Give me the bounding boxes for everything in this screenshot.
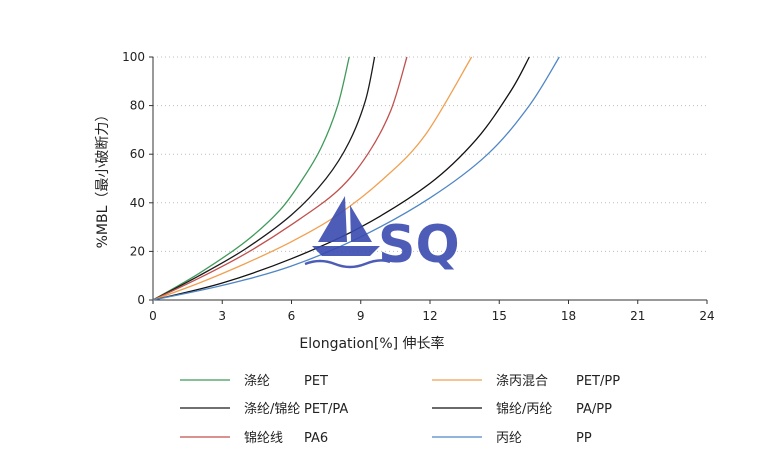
series-line-pet bbox=[152, 56, 350, 301]
y-tick-label: 0 bbox=[137, 293, 145, 307]
wave-icon bbox=[304, 259, 391, 269]
watermark-text: SQ bbox=[378, 215, 460, 275]
series-line-pa-pp bbox=[152, 56, 530, 301]
legend-code: PET bbox=[304, 374, 328, 389]
legend-label: 丙纶 bbox=[496, 431, 522, 446]
series-line-pp bbox=[152, 56, 560, 301]
x-tick-label: 9 bbox=[357, 309, 365, 323]
x-tick-label: 12 bbox=[422, 309, 437, 323]
x-tick-label: 24 bbox=[699, 309, 714, 323]
y-tick-label: 100 bbox=[122, 50, 145, 64]
sail-icon bbox=[318, 196, 347, 242]
x-tick-label: 18 bbox=[561, 309, 576, 323]
x-tick-label: 0 bbox=[149, 309, 157, 323]
legend-code: PA6 bbox=[304, 431, 328, 446]
x-tick-label: 6 bbox=[288, 309, 296, 323]
legend-label: 涤丙混合 bbox=[496, 374, 548, 389]
legend-label: 涤纶/锦纶 bbox=[244, 402, 300, 417]
series-line-pa6 bbox=[152, 56, 408, 301]
legend-label: 涤纶 bbox=[244, 374, 270, 389]
sail-icon bbox=[350, 205, 372, 242]
legend-label: 锦纶线 bbox=[244, 431, 283, 446]
y-axis-title: %MBL（最小破断力） bbox=[95, 108, 111, 249]
legend-code: PET/PA bbox=[304, 402, 348, 417]
legend: 涤纶 PET 涤纶/锦纶 PET/PA 锦纶线 PA6 涤丙混合 PET/PP 锦纶/丙纶 PA/… bbox=[180, 374, 620, 446]
series-line-pet-pa bbox=[152, 56, 376, 301]
x-tick-label: 15 bbox=[492, 309, 507, 323]
y-tick-label: 20 bbox=[130, 244, 145, 258]
x-axis-title: Elongation[%] 伸长率 bbox=[299, 335, 444, 352]
y-tick-label: 80 bbox=[130, 99, 145, 113]
sq-logo-watermark: SQ bbox=[304, 196, 460, 275]
y-tick-label: 40 bbox=[130, 196, 145, 210]
grid-lines bbox=[153, 56, 707, 252]
axes: 0 20 40 60 80 100 0 3 6 9 12 15 18 21 24 bbox=[122, 50, 715, 323]
series-line-pet-pp bbox=[152, 56, 473, 301]
hull-icon bbox=[312, 246, 380, 256]
legend-label: 锦纶/丙纶 bbox=[496, 402, 552, 417]
legend-code: PP bbox=[576, 431, 592, 446]
legend-code: PA/PP bbox=[576, 402, 612, 417]
legend-code: PET/PP bbox=[576, 374, 620, 389]
x-tick-label: 21 bbox=[630, 309, 645, 323]
series-lines bbox=[152, 56, 560, 301]
y-tick-label: 60 bbox=[130, 147, 145, 161]
axis-titles: Elongation[%] 伸长率 %MBL（最小破断力） bbox=[95, 108, 445, 352]
x-tick-label: 3 bbox=[218, 309, 226, 323]
